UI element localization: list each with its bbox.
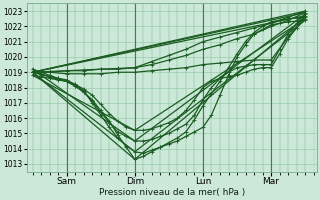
X-axis label: Pression niveau de la mer( hPa ): Pression niveau de la mer( hPa ) xyxy=(99,188,245,197)
